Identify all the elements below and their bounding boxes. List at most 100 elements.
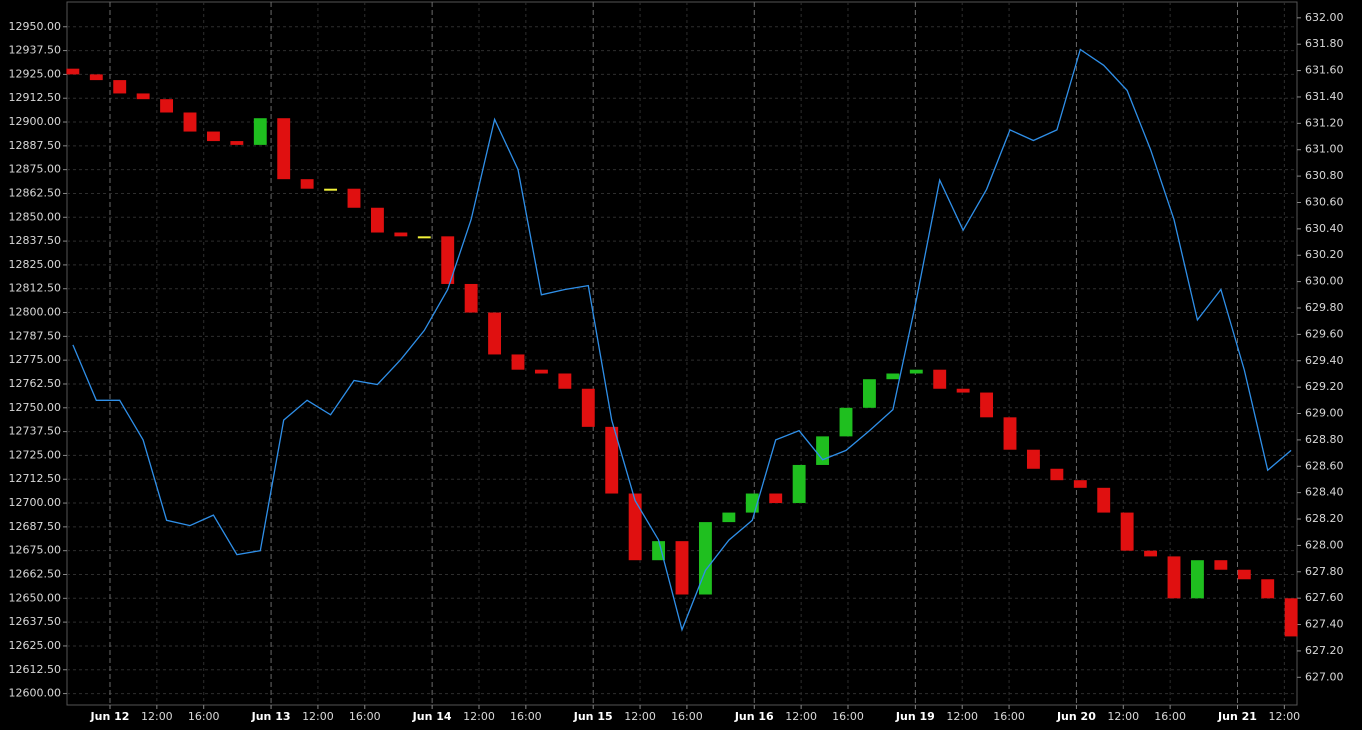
y2-tick-label: 627.80 <box>1305 565 1344 578</box>
y2-tick-label: 630.00 <box>1305 275 1344 288</box>
candle <box>300 179 314 189</box>
candle <box>1073 480 1087 488</box>
x-tick-label: 16:00 <box>188 710 220 723</box>
candle <box>160 99 174 113</box>
candle <box>839 407 853 437</box>
y-tick-label: 12950.00 <box>9 20 62 33</box>
y2-tick-label: 627.40 <box>1305 618 1344 631</box>
candle <box>89 74 103 81</box>
y-tick-label: 12825.00 <box>9 258 62 271</box>
candle <box>417 236 431 239</box>
candle <box>488 312 502 355</box>
y-tick-label: 12650.00 <box>9 591 62 604</box>
candle <box>1167 556 1181 599</box>
y2-tick-label: 630.40 <box>1305 222 1344 235</box>
y-tick-label: 12837.50 <box>9 234 62 247</box>
candle <box>464 283 478 313</box>
y-tick-label: 12875.00 <box>9 163 62 176</box>
candle <box>113 80 127 94</box>
x-tick-label: 16:00 <box>832 710 864 723</box>
x-tick-label: 12:00 <box>1268 710 1300 723</box>
day-tick-label: Jun 21 <box>1217 710 1257 723</box>
day-tick-label: Jun 14 <box>412 710 452 723</box>
candle <box>1144 550 1158 557</box>
y-tick-label: 12750.00 <box>9 401 62 414</box>
candle <box>675 541 689 595</box>
y-tick-label: 12687.50 <box>9 520 62 533</box>
candle <box>862 379 876 408</box>
y2-tick-label: 628.20 <box>1305 512 1344 525</box>
candle <box>230 141 244 145</box>
y-tick-label: 12900.00 <box>9 115 62 128</box>
candle <box>816 436 830 465</box>
y2-tick-label: 627.60 <box>1305 591 1344 604</box>
candle <box>66 68 80 75</box>
y-tick-label: 12737.50 <box>9 425 62 438</box>
x-tick-label: 16:00 <box>510 710 542 723</box>
y2-tick-label: 631.80 <box>1305 37 1344 50</box>
y2-tick-label: 629.40 <box>1305 354 1344 367</box>
x-tick-label: 16:00 <box>1154 710 1186 723</box>
y2-tick-label: 630.60 <box>1305 195 1344 208</box>
candle <box>558 373 572 389</box>
y2-tick-label: 628.00 <box>1305 538 1344 551</box>
y2-tick-label: 628.40 <box>1305 486 1344 499</box>
y2-tick-label: 631.60 <box>1305 64 1344 77</box>
y-tick-label: 12787.50 <box>9 329 62 342</box>
y-tick-label: 12862.50 <box>9 186 62 199</box>
candle <box>886 373 900 380</box>
candle <box>1120 512 1134 551</box>
day-tick-label: Jun 16 <box>734 710 774 723</box>
candle <box>909 369 923 374</box>
y2-tick-label: 631.00 <box>1305 143 1344 156</box>
y2-tick-label: 627.20 <box>1305 644 1344 657</box>
y2-tick-label: 629.20 <box>1305 380 1344 393</box>
y-tick-label: 12700.00 <box>9 496 62 509</box>
candle <box>1026 449 1040 469</box>
candle <box>1050 468 1064 481</box>
candle <box>1214 560 1228 570</box>
day-tick-label: Jun 13 <box>251 710 291 723</box>
x-tick-label: 12:00 <box>302 710 334 723</box>
candle <box>136 93 150 100</box>
candle <box>1237 569 1251 580</box>
y2-tick-label: 630.80 <box>1305 169 1344 182</box>
y-tick-label: 12725.00 <box>9 448 62 461</box>
candle <box>1190 560 1204 599</box>
day-tick-label: Jun 19 <box>895 710 935 723</box>
candle <box>933 369 947 389</box>
y2-tick-label: 629.60 <box>1305 327 1344 340</box>
candle <box>581 388 595 427</box>
y-tick-label: 12937.50 <box>9 44 62 57</box>
day-tick-label: Jun 20 <box>1056 710 1096 723</box>
candle <box>183 112 197 132</box>
x-tick-label: 12:00 <box>1107 710 1139 723</box>
x-tick-label: 12:00 <box>463 710 495 723</box>
x-tick-label: 12:00 <box>946 710 978 723</box>
x-tick-label: 12:00 <box>785 710 817 723</box>
candle <box>347 188 361 208</box>
candle <box>792 464 806 504</box>
candle <box>277 118 291 180</box>
y2-tick-label: 628.60 <box>1305 459 1344 472</box>
y2-tick-label: 631.20 <box>1305 116 1344 129</box>
candle <box>253 118 267 145</box>
candle <box>980 392 994 418</box>
candle <box>628 493 642 561</box>
y-tick-label: 12912.50 <box>9 91 62 104</box>
plot-area <box>66 1 1298 706</box>
candle <box>394 232 408 237</box>
candle <box>605 426 619 494</box>
y-tick-label: 12662.50 <box>9 567 62 580</box>
day-tick-label: Jun 15 <box>573 710 613 723</box>
x-tick-label: 16:00 <box>349 710 381 723</box>
y2-tick-label: 631.40 <box>1305 90 1344 103</box>
x-tick-label: 16:00 <box>993 710 1025 723</box>
x-tick-label: 16:00 <box>671 710 703 723</box>
candle <box>652 541 666 561</box>
candle <box>441 236 455 284</box>
candle <box>1284 598 1298 637</box>
candle <box>370 207 384 233</box>
y-tick-label: 12675.00 <box>9 544 62 557</box>
